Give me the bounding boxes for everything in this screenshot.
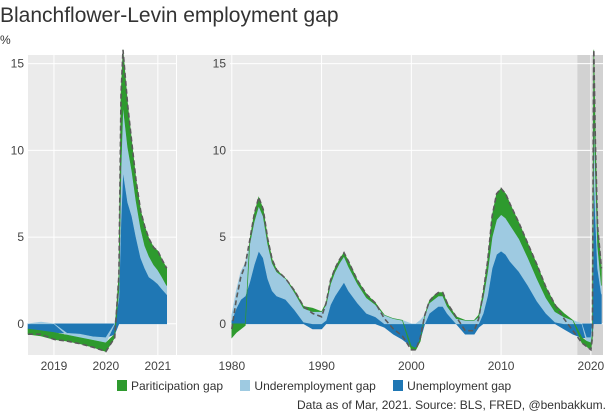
zoom-panel: 0 5 10 15 2019 2020 2021 [11,49,176,373]
full-x-tick-label: 1980 [218,359,245,373]
source-note: Data as of Mar, 2021. Source: BLS, FRED,… [297,398,606,412]
legend-label: Underemployment gap [254,379,376,393]
legend-item-underemployment[interactable]: Underemployment gap [240,379,376,393]
zoom-total-line [28,49,168,353]
legend-item-unemployment[interactable]: Unemployment gap [393,379,511,393]
legend-swatch-unemployment [393,380,404,391]
zoom-y-tick-label: 5 [17,230,24,244]
chart-canvas: 0 5 10 15 2019 2020 2021 0 5 10 15 1980 1990 2000 2010… [11,49,605,373]
full-y-tick-label: 10 [213,143,227,157]
legend: Pariticipation gap Underemployment gap U… [117,379,525,393]
full-total-line [231,49,603,352]
full-x-tick-label: 2020 [578,359,605,373]
y-unit-label: % [0,33,11,47]
full-x-tick-label: 2010 [488,359,515,373]
full-x-tick-label: 2000 [398,359,425,373]
full-panel: 0 5 10 15 1980 1990 2000 2010 2020 [213,49,605,373]
legend-swatch-participation [117,380,127,391]
zoom-x-tick-label: 2020 [93,359,120,373]
full-x-tick-label: 1990 [308,359,335,373]
legend-label: Pariticipation gap [131,379,224,393]
full-y-tick-label: 0 [219,317,226,331]
zoom-x-tick-label: 2019 [41,359,68,373]
legend-item-participation[interactable]: Pariticipation gap [117,379,223,393]
chart-title: Blanchflower-Levin employment gap [0,4,339,27]
zoom-area-underemployment-gap [27,105,167,344]
zoom-y-tick-label: 15 [11,57,25,71]
full-y-tick-label: 5 [219,230,226,244]
full-y-tick-label: 15 [213,57,227,71]
legend-swatch-underemployment [240,380,251,391]
legend-label: Unemployment gap [407,379,512,393]
zoom-x-tick-label: 2021 [144,359,171,373]
zoom-y-tick-label: 0 [17,317,24,331]
zoom-y-tick-label: 10 [11,143,25,157]
